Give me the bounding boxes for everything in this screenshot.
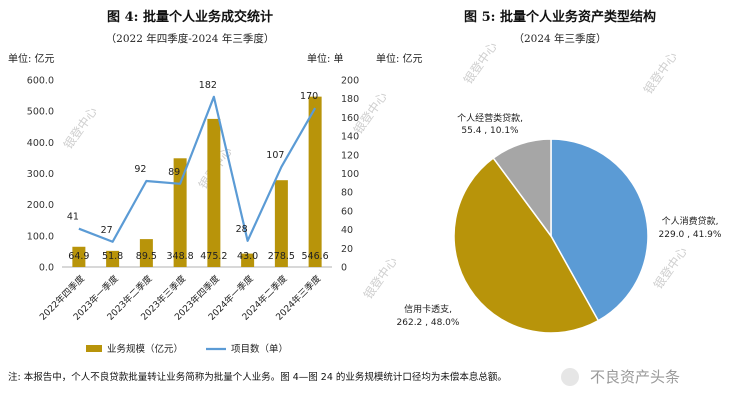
left-axis-unit: 单位: 亿元	[8, 52, 55, 65]
right-tick-label: 180	[341, 94, 359, 105]
line-value-label: 182	[199, 80, 217, 91]
right-tick-label: 120	[341, 150, 359, 161]
left-tick-label: 200.0	[27, 200, 54, 211]
slice-label-value: 229.0 , 41.9%	[659, 230, 722, 240]
bar-value-label: 43.0	[237, 251, 258, 262]
source-tag: 不良资产头条	[561, 368, 680, 386]
watermark-text: 银登中心	[60, 104, 100, 152]
watermark-text: 银登中心	[360, 254, 400, 302]
left-tick-label: 300.0	[27, 169, 54, 180]
series-line	[78, 95, 317, 243]
left-tick-label: 0.0	[39, 263, 54, 274]
left-tick-label: 100.0	[27, 231, 54, 242]
right-tick-label: 140	[341, 132, 359, 143]
pie-unit: 单位: 亿元	[376, 52, 423, 65]
left-tick-label: 400.0	[27, 138, 54, 149]
source-logo-icon	[561, 368, 579, 386]
watermark-text: 银登中心	[460, 39, 500, 87]
legend-bar-swatch	[86, 345, 102, 352]
right-tick-label: 80	[341, 188, 353, 199]
left-tick-label: 500.0	[27, 107, 54, 118]
footnote: 注: 本报告中，个人不良贷款批量转让业务简称为批量个人业务。图 4—图 24 的…	[8, 371, 507, 383]
legend-bar-label: 业务规模（亿元）	[107, 343, 183, 355]
slice-label-value: 262.2 , 48.0%	[397, 318, 460, 328]
x-axis-labels: 2022年四季度2023年一季度2023年二季度2023年三季度2023年四季度…	[37, 273, 323, 323]
chart-title: 图 4: 批量个人业务成交统计	[107, 9, 273, 25]
slice-label-name: 信用卡透支,	[404, 303, 452, 315]
source-tag-label: 不良资产头条	[590, 368, 680, 386]
bar	[308, 96, 322, 267]
right-tick-label: 20	[341, 244, 353, 255]
chart-title: 图 5: 批量个人业务资产类型结构	[464, 9, 656, 25]
right-tick-label: 40	[341, 225, 353, 236]
legend-line-label: 项目数（单）	[231, 343, 288, 355]
bar	[173, 158, 187, 267]
bar-value-label: 64.9	[68, 251, 89, 262]
left-axis-ticks: 0.0 100.0 200.0 300.0 400.0 500.0 600.0	[27, 76, 54, 274]
bar-value-label: 348.8	[167, 251, 194, 262]
bar	[106, 250, 120, 267]
slice-label-name: 个人经营类贷款,	[457, 112, 523, 124]
right-tick-label: 60	[341, 206, 353, 217]
pie-slice	[453, 156, 600, 334]
line-value-label: 89	[168, 167, 180, 178]
bar-value-label: 89.5	[136, 251, 157, 262]
chart-subtitle: （2022 年四季度-2024 年三季度）	[106, 32, 275, 45]
line-value-label: 41	[67, 212, 79, 223]
combo-chart: 图 4: 批量个人业务成交统计 （2022 年四季度-2024 年三季度） 单位…	[8, 9, 359, 355]
bar-value-label: 51.8	[102, 251, 123, 262]
bar	[139, 239, 153, 267]
line-value-label: 28	[236, 224, 248, 235]
pie-slice	[492, 138, 552, 239]
legend: 业务规模（亿元） 项目数（单）	[86, 343, 288, 355]
watermark-text: 银登中心	[650, 244, 690, 292]
slice-label-name: 个人消费贷款,	[662, 215, 719, 227]
line-value-label: 170	[300, 91, 318, 102]
left-tick-label: 600.0	[27, 76, 54, 87]
right-tick-label: 160	[341, 113, 359, 124]
right-tick-label: 0	[341, 263, 347, 274]
watermark-text: 银登中心	[640, 49, 680, 97]
line-value-label: 107	[266, 150, 284, 161]
pie-chart: 图 5: 批量个人业务资产类型结构 （2024 年三季度） 单位: 亿元 个人经…	[376, 9, 722, 334]
right-axis-unit: 单位: 单	[307, 52, 344, 65]
line-value-label: 27	[101, 225, 113, 236]
right-tick-label: 100	[341, 169, 359, 180]
bar	[72, 246, 86, 267]
bar	[241, 253, 255, 267]
right-axis-ticks: 0 20 40 60 80 100 120 140 160 180 200	[341, 76, 359, 274]
bar-value-label: 278.5	[268, 251, 295, 262]
line-value-label: 92	[134, 164, 146, 175]
bar-value-label: 546.6	[302, 251, 329, 262]
bar-series: 64.9 51.8 89.5 348.8 475.2 43.0 278.5 546.6	[68, 96, 329, 268]
slice-label-value: 55.4 , 10.1%	[461, 126, 519, 136]
right-tick-label: 200	[341, 76, 359, 87]
pie-slice	[550, 138, 649, 322]
pie-slices	[453, 138, 649, 334]
chart-subtitle: （2024 年三季度）	[513, 32, 606, 45]
bar	[274, 180, 288, 267]
bar-value-label: 475.2	[200, 251, 227, 262]
line-series: 41 27 92 89 182 28 107 170	[67, 80, 318, 243]
bar	[207, 118, 221, 268]
